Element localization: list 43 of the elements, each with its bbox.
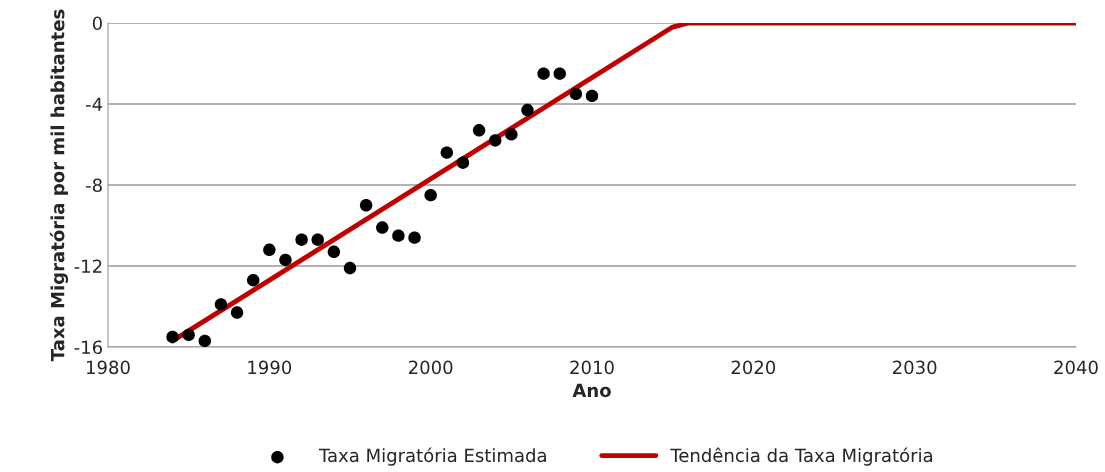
point bbox=[488, 134, 502, 147]
point bbox=[311, 233, 324, 246]
x-tick-label: 2030 bbox=[893, 360, 937, 375]
point bbox=[505, 128, 518, 141]
point bbox=[472, 124, 486, 137]
y-tick-label: -12 bbox=[74, 259, 102, 273]
point bbox=[392, 229, 405, 242]
x-tick-label: 1990 bbox=[248, 360, 292, 375]
point bbox=[166, 330, 179, 344]
y-tick-label: 0 bbox=[92, 16, 102, 31]
x-tick-label: 2000 bbox=[409, 360, 453, 375]
point bbox=[537, 67, 550, 80]
legend-label: Tendência da Taxa Migratória bbox=[670, 447, 933, 466]
point bbox=[456, 156, 470, 169]
x-tick-label: 1980 bbox=[87, 360, 130, 375]
x-tick-label: 2040 bbox=[1054, 360, 1098, 375]
point bbox=[521, 103, 534, 117]
point bbox=[295, 233, 308, 246]
y-tick-label: -16 bbox=[74, 340, 102, 355]
point bbox=[263, 243, 276, 257]
x-tick-label: 2010 bbox=[570, 360, 614, 375]
point bbox=[440, 146, 454, 159]
y-tick-label: -4 bbox=[86, 97, 103, 111]
point bbox=[182, 328, 195, 342]
point bbox=[214, 298, 228, 311]
y-tick-label: -8 bbox=[86, 178, 102, 193]
point bbox=[376, 221, 389, 234]
legend-label: Taxa Migratória Estimada bbox=[318, 447, 546, 466]
point bbox=[327, 245, 341, 259]
point bbox=[585, 89, 599, 103]
point bbox=[246, 273, 260, 287]
point bbox=[553, 67, 566, 80]
y-axis-title: Taxa Migratória por mil habitantes bbox=[49, 9, 69, 362]
point bbox=[343, 261, 357, 275]
x-axis-title: Ano bbox=[572, 383, 611, 398]
point bbox=[198, 334, 212, 347]
point bbox=[279, 253, 292, 267]
point bbox=[424, 188, 437, 202]
point bbox=[408, 231, 421, 244]
x-tick-label: 2020 bbox=[731, 360, 776, 375]
point bbox=[569, 87, 583, 101]
point bbox=[359, 199, 373, 212]
point bbox=[230, 306, 244, 319]
